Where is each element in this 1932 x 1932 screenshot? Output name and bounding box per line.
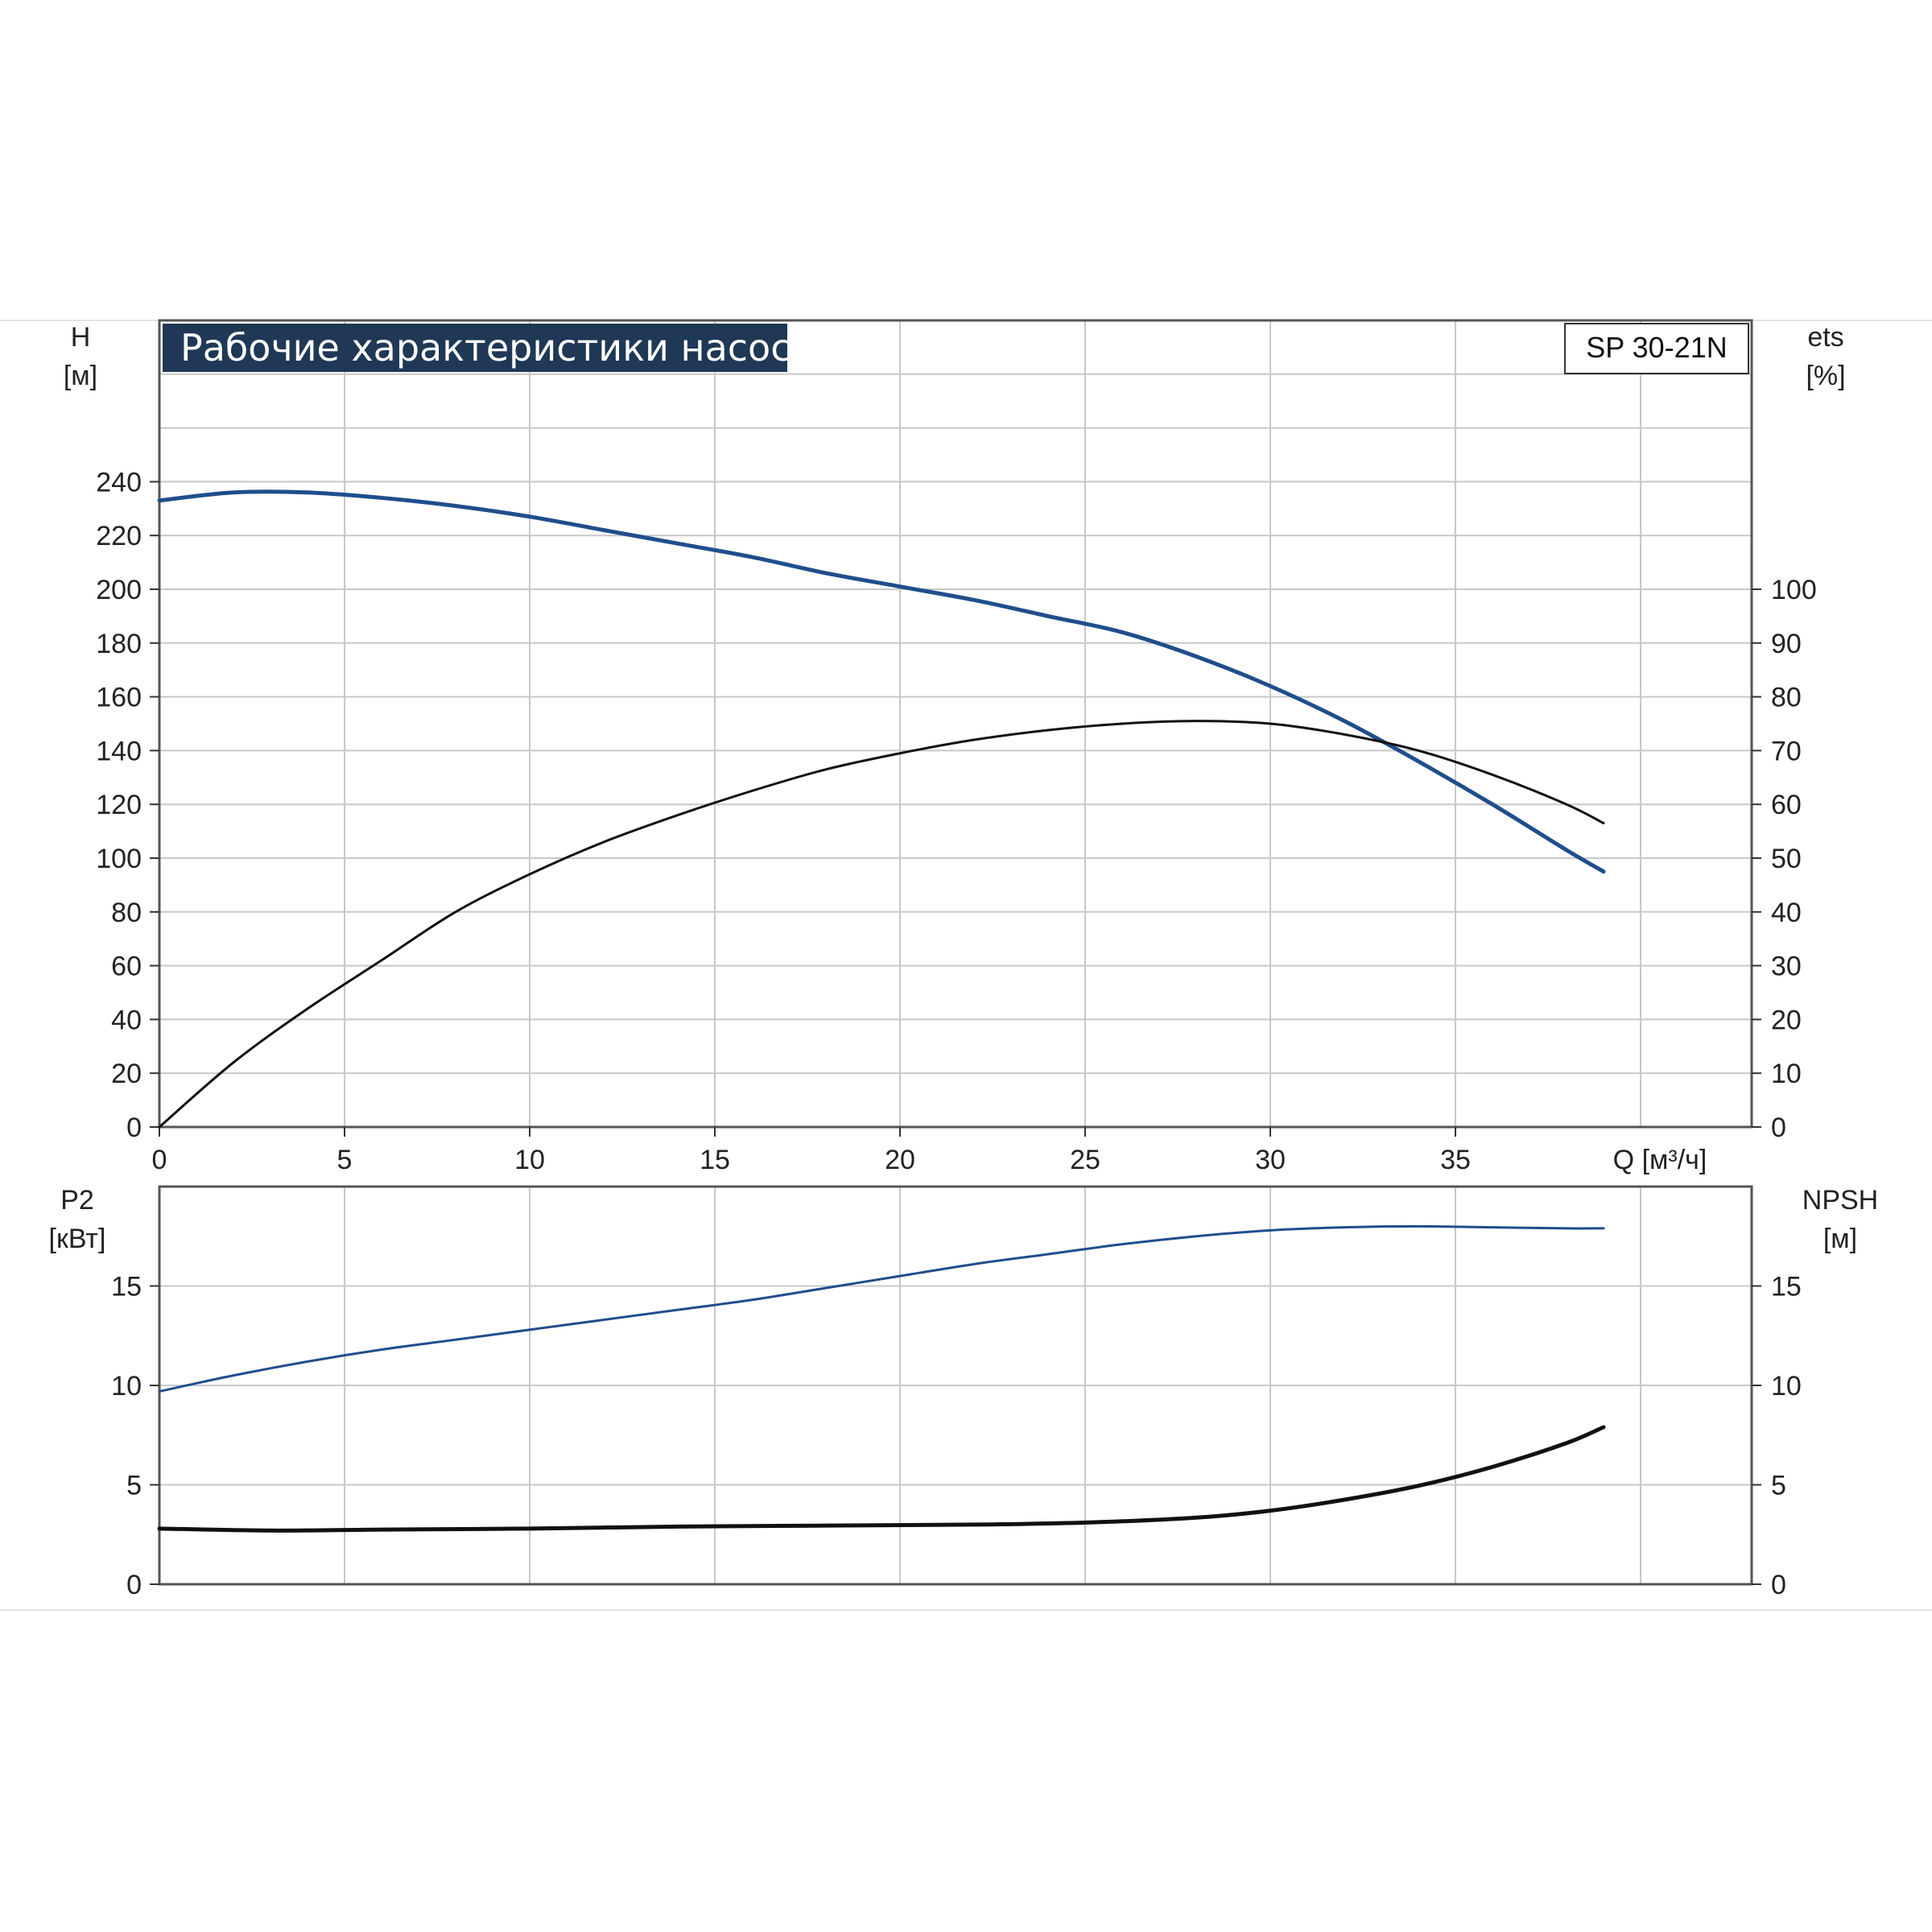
power-series-0-line	[158, 1224, 1605, 1393]
head-left-tick-label: 200	[96, 575, 142, 605]
power-right-tick-label: 5	[1771, 1471, 1786, 1501]
head-left-tick-label: 120	[96, 790, 142, 820]
power-ticks: 0 5 10 15 0 5 10 15	[111, 1272, 1802, 1601]
head-left-tick-label: 180	[96, 629, 142, 659]
head-series	[157, 489, 1606, 1129]
power-right-tick-label: 10	[1771, 1371, 1802, 1402]
head-right-tick-label: 70	[1771, 736, 1802, 766]
head-efficiency-panel: 0204060801001201401601802002202400102030…	[64, 319, 1846, 1175]
head-left-tick-label: 240	[96, 467, 142, 497]
flow-tick-label: 10	[514, 1145, 545, 1175]
power-axis-label: P2	[60, 1185, 94, 1216]
power-left-tick-label: 5	[126, 1471, 142, 1501]
head-left-tick-label: 80	[111, 898, 142, 928]
flow-tick-label: 20	[885, 1145, 915, 1175]
head-right-tick-label: 60	[1771, 790, 1802, 820]
head-left-tick-label: 60	[111, 952, 142, 982]
flow-tick-label: 25	[1070, 1145, 1100, 1175]
flow-tick-label: 15	[700, 1145, 730, 1175]
chart-title: Рабочие характеристики насоса	[180, 326, 814, 369]
head-series-1-line	[158, 720, 1605, 1129]
power-axis-unit: [кВт]	[49, 1224, 106, 1254]
head-right-tick-label: 100	[1771, 575, 1817, 605]
model-label: SP 30-21N	[1586, 331, 1727, 364]
head-grid	[159, 320, 1752, 1127]
head-right-tick-label: 20	[1771, 1005, 1802, 1035]
head-axis-label: H	[71, 322, 91, 353]
head-series-0-line	[157, 489, 1606, 874]
head-right-tick-label: 50	[1771, 844, 1802, 874]
head-plot-frame	[158, 319, 1753, 1129]
head-left-tick-label: 20	[111, 1059, 142, 1089]
head-right-tick-label: 90	[1771, 629, 1802, 659]
flow-tick-label: 5	[337, 1145, 353, 1175]
power-left-tick-label: 0	[126, 1570, 142, 1600]
efficiency-axis-unit: [%]	[1806, 361, 1845, 391]
npsh-axis-label: NPSH	[1802, 1185, 1878, 1216]
head-axis-unit: [м]	[64, 361, 97, 391]
power-right-tick-label: 0	[1771, 1570, 1786, 1600]
power-left-tick-label: 15	[111, 1272, 142, 1302]
efficiency-axis-label: ets	[1807, 322, 1843, 353]
head-right-tick-label: 30	[1771, 952, 1802, 982]
head-left-tick-label: 160	[96, 683, 142, 713]
power-left-tick-label: 10	[111, 1371, 142, 1402]
head-right-tick-label: 10	[1771, 1059, 1802, 1089]
flow-tick-label: 30	[1255, 1145, 1286, 1175]
flow-tick-label: 35	[1440, 1145, 1471, 1175]
head-ticks: 0204060801001201401601802002202400102030…	[96, 467, 1816, 1175]
head-left-tick-label: 140	[96, 736, 142, 766]
power-right-tick-label: 15	[1771, 1272, 1802, 1302]
head-left-tick-label: 0	[126, 1113, 142, 1143]
head-left-tick-label: 220	[96, 521, 142, 551]
flow-tick-label: 0	[152, 1145, 167, 1175]
head-right-tick-label: 0	[1771, 1113, 1786, 1143]
head-right-tick-label: 40	[1771, 898, 1802, 928]
head-left-tick-label: 100	[96, 844, 142, 874]
model-box	[1564, 323, 1749, 374]
head-right-tick-label: 80	[1771, 683, 1802, 713]
head-left-tick-label: 40	[111, 1005, 142, 1035]
power-npsh-panel: 0 5 10 15 0 5 10 15 P2 [кВт] NPSH [м]	[49, 1185, 1879, 1600]
power-grid	[159, 1187, 1752, 1584]
flow-axis-label: Q [м³/ч]	[1613, 1145, 1707, 1175]
power-series-1-line	[157, 1425, 1606, 1533]
npsh-axis-unit: [м]	[1823, 1224, 1857, 1254]
title-box	[163, 324, 787, 372]
power-series	[157, 1224, 1606, 1533]
